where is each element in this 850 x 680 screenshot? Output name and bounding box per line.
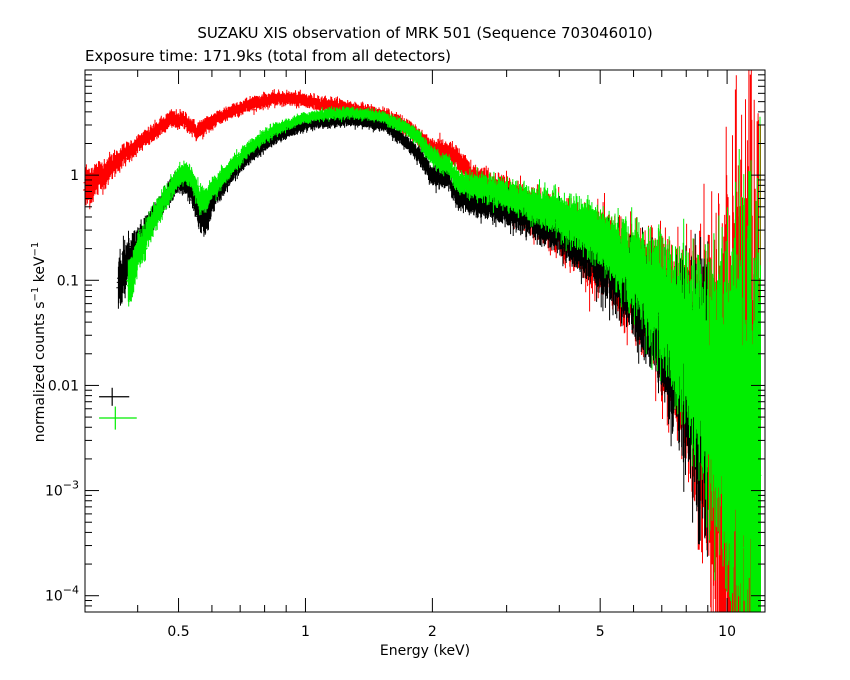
- x-axis-label: Energy (keV): [380, 643, 470, 659]
- x-axis-ticks: 0.5 1 2 5 10: [137, 70, 736, 640]
- y-tick-label-base: 10: [45, 589, 63, 605]
- series-2-errorbars: [126, 106, 762, 612]
- y-tick-label-base: 10: [45, 484, 63, 500]
- x-tick-label: 5: [596, 624, 605, 640]
- chart-title: SUZAKU XIS observation of MRK 501 (Seque…: [197, 24, 652, 42]
- x-tick-label: 10: [718, 624, 736, 640]
- plot-frame: [84, 69, 766, 613]
- y-tick-label-base: 0.01: [48, 378, 79, 394]
- y-tick-label-base: 1: [70, 168, 79, 184]
- y-tick-label-base: 0.1: [57, 273, 79, 289]
- y-tick-label-exp: −3: [63, 479, 79, 492]
- legend-layer: [99, 387, 137, 430]
- marker-0: [99, 387, 130, 406]
- y-axis-label-sup1: −1: [30, 287, 41, 302]
- series-1-errorbars: [116, 113, 709, 557]
- data-layer: [83, 70, 762, 612]
- y-axis-label: normalized counts s−1 keV−1: [30, 242, 48, 443]
- y-tick-label-exp: −4: [63, 584, 79, 597]
- x-tick-label: 0.5: [167, 624, 189, 640]
- series-1-points: [116, 113, 709, 557]
- x-tick-label: 2: [428, 624, 437, 640]
- x-tick-label: 1: [301, 624, 310, 640]
- y-tick-label: 10−3: [45, 479, 79, 500]
- y-axis-label-sup2: −1: [30, 242, 41, 257]
- y-tick-label: 0.01: [48, 378, 79, 394]
- y-tick-label: 10−4: [45, 584, 79, 605]
- chart-subtitle: Exposure time: 171.9ks (total from all d…: [85, 47, 451, 65]
- y-tick-label: 0.1: [57, 273, 79, 289]
- marker-1: [99, 406, 137, 430]
- y-axis-label-mid: keV: [32, 256, 48, 287]
- series-2-points: [126, 106, 762, 612]
- y-tick-label: 1: [70, 168, 79, 184]
- y-axis-label-main: normalized counts s: [32, 301, 48, 442]
